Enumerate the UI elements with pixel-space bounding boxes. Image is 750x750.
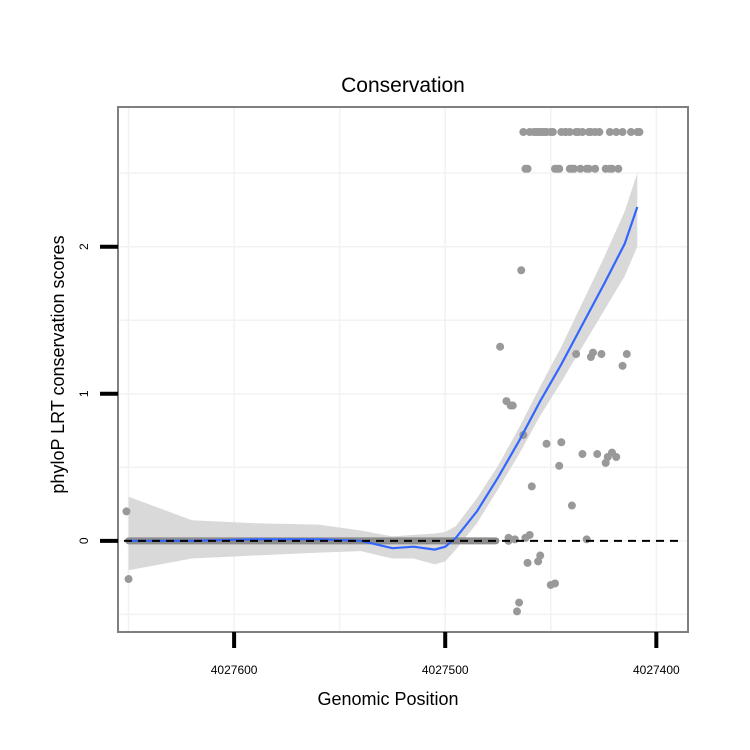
y-tick-label: 2	[77, 243, 91, 250]
scatter-point	[565, 128, 574, 136]
scatter-point	[605, 128, 614, 136]
scatter-point	[622, 350, 631, 359]
scatter-point	[122, 507, 131, 516]
y-tick-label: 1	[77, 390, 91, 397]
smooth-line-layer	[128, 206, 639, 551]
scatter-point	[576, 164, 585, 173]
scatter-point	[525, 128, 534, 136]
scatter-point	[519, 128, 528, 136]
scatter-point	[546, 128, 555, 136]
scatter-point	[593, 450, 602, 459]
x-tick-label: 4027600	[211, 663, 258, 677]
scatter-point	[536, 551, 545, 560]
y-tick-label: 0	[77, 537, 91, 544]
scatter-point	[517, 266, 526, 275]
scatter-point	[612, 128, 621, 136]
x-axis: 4027600 4027500 4027400	[211, 632, 680, 677]
x-tick-label: 4027500	[422, 663, 469, 677]
scatter-point	[572, 128, 581, 136]
scatter-point	[555, 461, 564, 470]
x-tick-label: 4027400	[633, 663, 680, 677]
x-axis-label: Genomic Position	[317, 689, 458, 709]
scatter-point	[523, 558, 532, 567]
scatter-point	[618, 361, 627, 370]
scatter-point	[627, 128, 635, 136]
confidence-ribbon-layer	[128, 173, 638, 571]
scatter-point	[567, 501, 576, 510]
scatter-point	[589, 348, 597, 357]
scatter-point	[570, 164, 578, 173]
scatter-point	[614, 164, 623, 173]
scatter-point	[525, 530, 534, 539]
scatter-point	[557, 438, 566, 447]
plot-panel-border	[117, 106, 689, 633]
scatter-point	[515, 598, 524, 607]
scatter-point	[578, 128, 587, 136]
scatter-point	[612, 453, 621, 461]
y-axis-label: phyloP LRT conservation scores	[48, 235, 68, 493]
y-axis: 0 1 2	[77, 243, 118, 544]
scatter-point	[496, 342, 505, 351]
scatter-point	[597, 350, 606, 359]
scatter-point	[124, 575, 133, 584]
scatter-point	[595, 128, 604, 136]
scatter-point	[635, 128, 644, 136]
scatter-points-layer	[122, 128, 644, 616]
scatter-point	[618, 128, 627, 136]
scatter-point	[523, 164, 532, 173]
scatter-point	[584, 164, 593, 173]
scatter-point	[608, 164, 616, 173]
chart-title: Conservation	[341, 74, 465, 97]
scatter-point	[555, 164, 564, 173]
scatter-point	[572, 350, 581, 359]
scatter-point	[578, 450, 587, 459]
smooth-line	[128, 206, 639, 551]
scatter-point	[508, 401, 517, 410]
scatter-point	[542, 439, 551, 448]
scatter-point	[582, 535, 591, 544]
confidence-ribbon	[128, 173, 638, 571]
scatter-point	[513, 607, 521, 616]
scatter-point	[551, 579, 559, 588]
scatter-point	[527, 482, 536, 491]
scatter-point	[591, 164, 600, 173]
